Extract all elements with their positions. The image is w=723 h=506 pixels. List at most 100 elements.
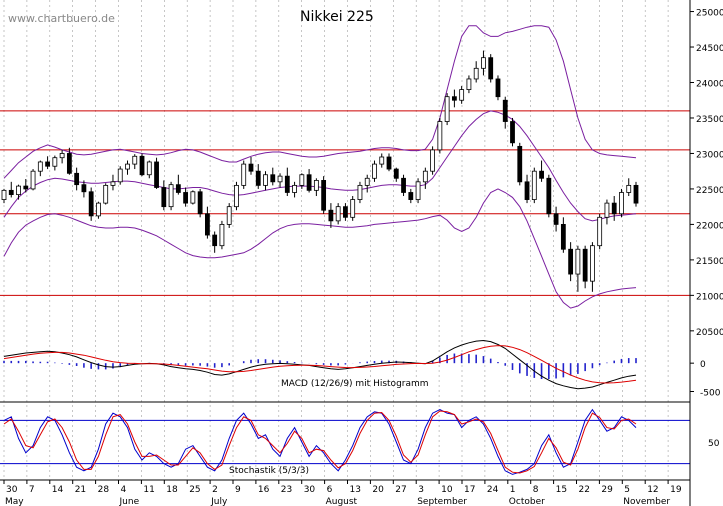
- candle-body: [582, 248, 588, 282]
- x-month-label: September: [417, 497, 467, 506]
- candle-body: [154, 161, 159, 188]
- candle-body: [190, 191, 196, 204]
- bollinger-upper: [3, 25, 637, 179]
- candle-body: [299, 174, 305, 186]
- candle-body: [626, 184, 632, 193]
- candle-body: [619, 192, 624, 215]
- macd-panel: [3, 339, 637, 390]
- candle-body: [16, 185, 21, 196]
- watermark: www.chartbuero.de: [8, 12, 115, 25]
- candle-body: [88, 191, 94, 217]
- x-tick-label: 9: [235, 485, 241, 495]
- y-tick-label: 21000: [696, 292, 723, 302]
- x-tick-label: 13: [350, 485, 361, 495]
- y-tick-label: 23500: [696, 115, 723, 125]
- x-tick-label: 28: [98, 485, 110, 495]
- x-tick-label: 24: [487, 485, 499, 495]
- x-tick-label: 10: [441, 485, 453, 495]
- x-tick-label: 20: [372, 485, 384, 495]
- candle-body: [241, 163, 247, 186]
- candle-body: [408, 192, 414, 200]
- candle-body: [205, 213, 210, 236]
- candle-body: [444, 96, 450, 122]
- candle-body: [117, 168, 123, 183]
- x-tick-label: 7: [29, 485, 35, 495]
- x-month-label: May: [5, 497, 24, 506]
- candle-body: [386, 156, 392, 170]
- candle-body: [343, 206, 348, 218]
- candle-body: [270, 174, 276, 183]
- candle-body: [597, 216, 603, 247]
- candle-body: [292, 184, 297, 193]
- candle-body: [524, 181, 530, 200]
- candle-body: [415, 181, 421, 200]
- x-tick-label: 1: [510, 485, 516, 495]
- candle-body: [495, 78, 501, 98]
- candle-body: [531, 170, 537, 200]
- x-tick-label: 23: [281, 485, 292, 495]
- candle-body: [96, 202, 101, 217]
- x-tick-label: 25: [189, 485, 200, 495]
- x-month-label: June: [119, 497, 140, 506]
- stoch-k-line: [3, 408, 637, 475]
- candle-body: [263, 174, 268, 186]
- candle-body: [539, 170, 544, 179]
- candle-body: [74, 172, 80, 186]
- candle-body: [66, 153, 72, 174]
- candle-body: [502, 99, 508, 122]
- x-tick-label: 17: [464, 485, 475, 495]
- candle-body: [248, 163, 254, 172]
- candle-body: [575, 248, 581, 275]
- x-month-label: July: [210, 497, 228, 506]
- y-tick-label: 22500: [696, 186, 723, 196]
- candle-body: [517, 145, 523, 183]
- candle-body: [146, 161, 152, 176]
- y-tick-label: 20500: [696, 328, 723, 338]
- stoch-tick-label: 50: [708, 439, 720, 449]
- x-tick-label: 19: [670, 485, 682, 495]
- candlesticks: [1, 50, 639, 292]
- candle-body: [139, 155, 145, 176]
- candle-body: [37, 161, 43, 172]
- candle-body: [350, 199, 356, 218]
- candle-body: [357, 184, 363, 200]
- bollinger-middle: [3, 110, 637, 222]
- candle-body: [59, 153, 65, 159]
- candle-body: [125, 163, 130, 170]
- candle-body: [1, 189, 7, 200]
- x-tick-label: 16: [258, 485, 270, 495]
- stoch-d-line: [3, 410, 637, 474]
- candle-body: [422, 170, 428, 183]
- candle-body: [437, 121, 443, 151]
- candle-body: [459, 89, 465, 101]
- y-tick-label: 25000: [696, 9, 723, 19]
- chart-title: Nikkei 225: [300, 9, 374, 25]
- candle-body: [473, 67, 479, 80]
- candle-body: [197, 191, 203, 215]
- candle-body: [451, 96, 457, 101]
- candle-body: [335, 206, 341, 222]
- candle-body: [364, 177, 370, 186]
- macd-tick-label: 0: [700, 360, 706, 370]
- bollinger-bands: [3, 25, 637, 309]
- y-tick-label: 21500: [696, 257, 723, 267]
- candle-body: [255, 170, 261, 186]
- macd-line: [3, 339, 637, 390]
- x-tick-label: 27: [395, 485, 406, 495]
- candle-body: [488, 57, 494, 80]
- candle-body: [175, 184, 181, 193]
- candle-body: [45, 161, 50, 167]
- candle-body: [546, 177, 552, 215]
- candle-body: [132, 155, 138, 165]
- candle-body: [277, 175, 283, 183]
- candle-body: [212, 234, 218, 247]
- x-tick-label: 4: [121, 485, 127, 495]
- x-tick-label: 8: [533, 485, 539, 495]
- candle-body: [611, 202, 617, 215]
- candle-body: [168, 184, 174, 208]
- candle-body: [379, 156, 385, 165]
- y-tick-label: 23000: [696, 150, 723, 160]
- candle-body: [110, 181, 116, 186]
